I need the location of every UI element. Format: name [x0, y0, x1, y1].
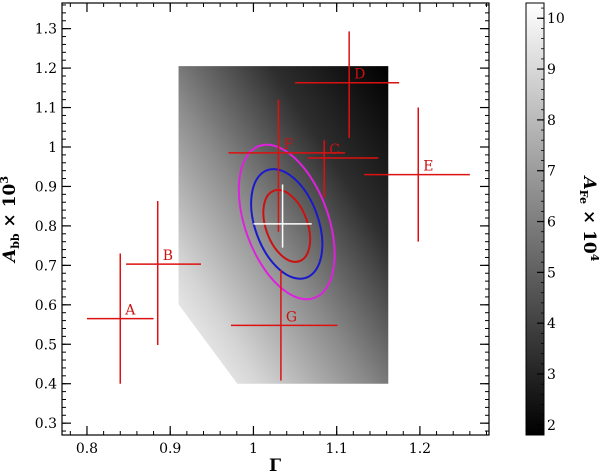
point-label-F: F — [283, 137, 293, 153]
colorbar-tick-label: 9 — [547, 62, 556, 78]
colorbar-tick-label: 4 — [547, 316, 556, 332]
point-label-A: A — [124, 303, 136, 319]
colorbar-gradient — [525, 2, 545, 436]
y-tick-label: 0.4 — [35, 377, 57, 393]
plot-frame — [61, 2, 490, 436]
point-label-E: E — [423, 159, 433, 175]
data-point-C — [307, 140, 379, 198]
x-tick-label: 0.8 — [76, 441, 98, 457]
colorbar-tick-label: 8 — [547, 113, 556, 129]
data-point-D — [295, 31, 400, 138]
y-tick-label: 1.2 — [35, 61, 57, 77]
contours-layer — [237, 143, 336, 301]
y-tick-label: 1.1 — [35, 101, 57, 117]
data-point-F — [228, 99, 346, 232]
confidence-contour-1 — [262, 188, 312, 263]
y-tick-label: 0.7 — [35, 258, 57, 274]
point-label-D: D — [354, 67, 365, 83]
y-axis-title: Abb × 103 — [0, 176, 22, 264]
data-point-E — [364, 107, 470, 242]
labels-layer: A B C D E F G — [124, 67, 433, 326]
y-tick-label: 1 — [48, 140, 57, 156]
colorbar-tick-label: 10 — [547, 11, 565, 27]
colorbar-tick-label: 2 — [547, 418, 556, 434]
data-point-A — [86, 253, 154, 384]
y-tick-label: 0.6 — [35, 298, 57, 314]
y-tick-label: 0.9 — [35, 179, 57, 195]
x-tick-label: 1.2 — [409, 441, 431, 457]
data-point-B — [126, 201, 202, 346]
heatmap-layer — [178, 66, 389, 384]
bestfit-layer — [253, 184, 312, 248]
x-tick-label: 1.1 — [326, 441, 348, 457]
x-tick-label: 1 — [249, 441, 258, 457]
colorbar-tick-label: 5 — [547, 265, 556, 281]
heatmap-region — [178, 66, 389, 384]
x-axis-title: Γ — [269, 456, 281, 476]
colorbar-tick-label: 3 — [547, 367, 556, 383]
confidence-contour-2 — [250, 168, 324, 280]
colorbar: 2 3 4 5 6 7 8 9 10 — [525, 2, 565, 436]
colorbar-tick-label: 7 — [547, 164, 556, 180]
y-tick-label: 1.3 — [35, 22, 57, 38]
axis-ticks: 0.8 0.9 1 1.1 1.2 0.3 0.4 0.5 0.6 0.7 0.8 0.9 1 1.1 1.… — [35, 3, 489, 457]
point-label-C: C — [329, 142, 340, 158]
colorbar-title: AFe × 104 — [577, 175, 600, 262]
y-tick-label: 0.8 — [35, 219, 57, 235]
colorbar-tick-label: 6 — [547, 215, 556, 231]
colorbar-ticks: 2 3 4 5 6 7 8 9 10 — [537, 7, 565, 436]
x-tick-label: 0.9 — [159, 441, 181, 457]
point-label-B: B — [163, 248, 173, 264]
point-label-G: G — [286, 309, 297, 325]
errorbars-layer — [86, 31, 470, 384]
y-tick-label: 0.5 — [35, 337, 57, 353]
confidence-contour-3 — [237, 143, 336, 301]
y-tick-label: 0.3 — [35, 416, 57, 432]
data-point-G — [230, 270, 338, 381]
